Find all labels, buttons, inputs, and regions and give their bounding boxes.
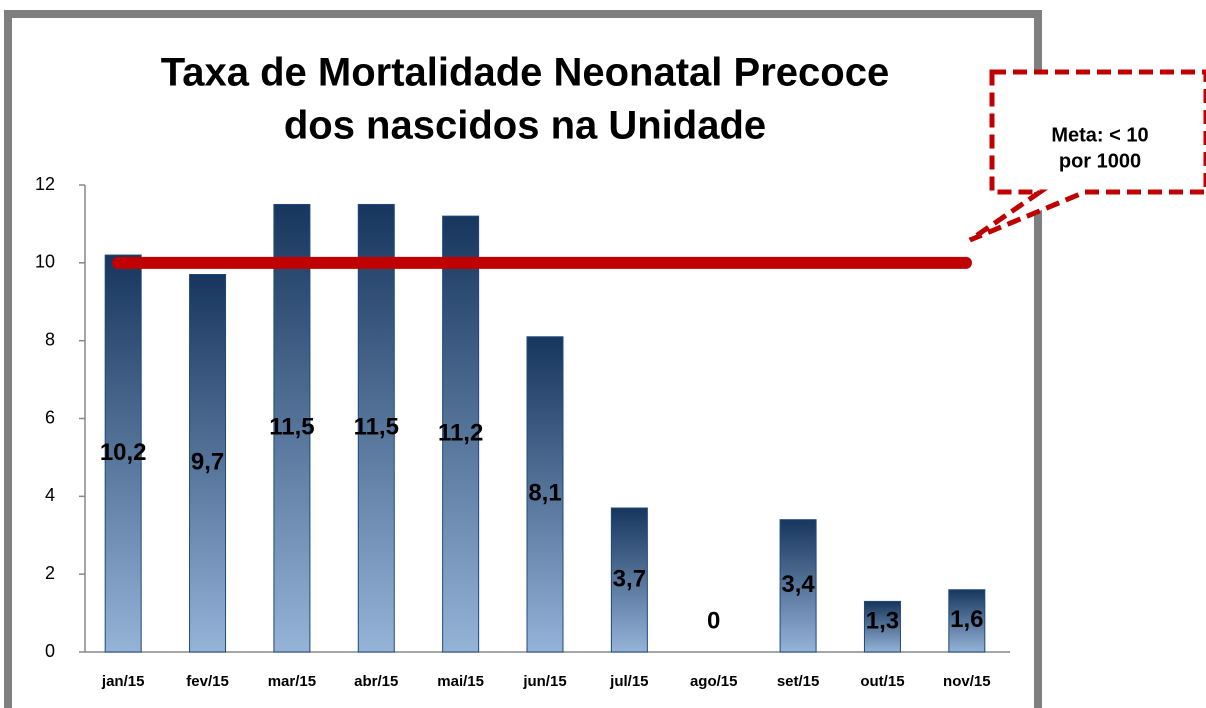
- bar: [442, 215, 480, 653]
- y-tick-label: 6: [45, 407, 55, 427]
- bar: [189, 274, 227, 653]
- x-tick-label: nov/15: [943, 673, 991, 690]
- bar: [610, 507, 648, 653]
- callout-box: [968, 69, 1206, 243]
- x-tick-label: fev/15: [186, 673, 229, 690]
- chart-title: dos nascidos na Unidade: [284, 104, 766, 148]
- chart-frame: [4, 10, 1042, 708]
- value-label: 3,4: [781, 571, 815, 598]
- bar: [104, 254, 142, 653]
- annotation: por 1000: [1059, 150, 1141, 172]
- value-label: 10,2: [100, 439, 147, 466]
- annotation: Meta: < 10: [1051, 124, 1148, 146]
- y-tick-label: 10: [35, 252, 55, 272]
- x-tick-label: jun/15: [522, 673, 566, 690]
- value-label: 11,2: [438, 419, 483, 446]
- bar: [779, 519, 817, 653]
- value-label: 1,3: [866, 607, 899, 634]
- y-tick-label: 2: [45, 563, 55, 583]
- bar: [863, 600, 901, 653]
- bar: [273, 203, 311, 653]
- x-tick-label: mai/15: [437, 673, 484, 690]
- x-tick-label: abr/15: [354, 673, 398, 690]
- value-label: 3,7: [613, 565, 646, 592]
- y-tick-label: 12: [35, 174, 55, 194]
- x-tick-label: mar/15: [268, 673, 316, 690]
- bar: [357, 203, 395, 653]
- bar: [526, 336, 564, 653]
- value-label: 8,1: [528, 480, 561, 507]
- x-tick-label: ago/15: [690, 673, 738, 690]
- bar: [948, 589, 986, 653]
- y-tick-label: 8: [45, 329, 55, 349]
- value-label: 9,7: [191, 449, 224, 476]
- y-tick-label: 4: [45, 485, 55, 505]
- x-tick-label: jul/15: [609, 673, 648, 690]
- value-label: 0: [707, 607, 720, 634]
- chart-title: Taxa de Mortalidade Neonatal Precoce: [161, 51, 889, 95]
- x-tick-label: out/15: [860, 673, 904, 690]
- value-label: 1,6: [950, 606, 983, 633]
- x-tick-label: jan/15: [101, 673, 145, 690]
- x-tick-label: set/15: [777, 673, 820, 690]
- value-label: 11,5: [269, 414, 314, 441]
- y-tick-label: 0: [45, 641, 55, 661]
- value-label: 11,5: [354, 414, 399, 441]
